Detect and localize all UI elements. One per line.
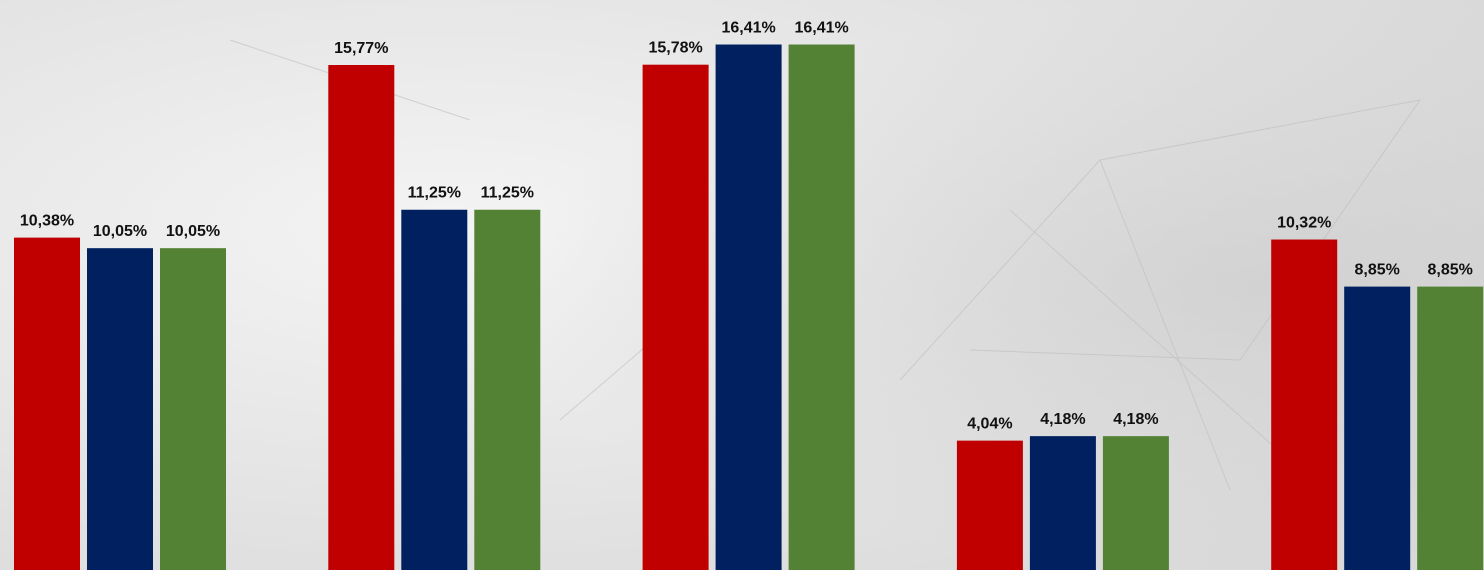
value-label: 10,05%	[166, 223, 220, 240]
bar	[1417, 286, 1484, 570]
bar	[160, 248, 226, 570]
bar	[1102, 436, 1169, 570]
bar	[1344, 286, 1411, 570]
value-label: 15,77%	[334, 40, 388, 57]
bar	[715, 44, 782, 570]
bar	[87, 248, 153, 570]
value-label: 15,78%	[648, 40, 702, 57]
bar	[788, 44, 855, 570]
value-label: 4,04%	[967, 416, 1012, 433]
bar	[956, 440, 1023, 570]
value-label: 10,05%	[93, 223, 147, 240]
bar	[1029, 436, 1096, 570]
bar	[14, 237, 80, 570]
bar	[642, 64, 709, 570]
bar	[401, 209, 468, 570]
value-label: 11,25%	[481, 185, 534, 202]
bar	[474, 209, 541, 570]
value-label: 10,38%	[20, 213, 74, 230]
value-label: 16,41%	[721, 20, 775, 37]
value-label: 8,85%	[1428, 262, 1473, 279]
value-label: 4,18%	[1113, 411, 1158, 428]
value-label: 11,25%	[408, 185, 461, 202]
value-label: 4,18%	[1040, 411, 1085, 428]
value-label: 16,41%	[794, 20, 848, 37]
bar	[1271, 239, 1338, 570]
plot-area: 10,38% 10,05% 10,05% 15,77% 11,25% 11,25% 15,7…	[14, 20, 1484, 570]
value-label: 8,85%	[1355, 262, 1400, 279]
value-label: 10,32%	[1277, 215, 1331, 232]
bar	[328, 65, 395, 570]
